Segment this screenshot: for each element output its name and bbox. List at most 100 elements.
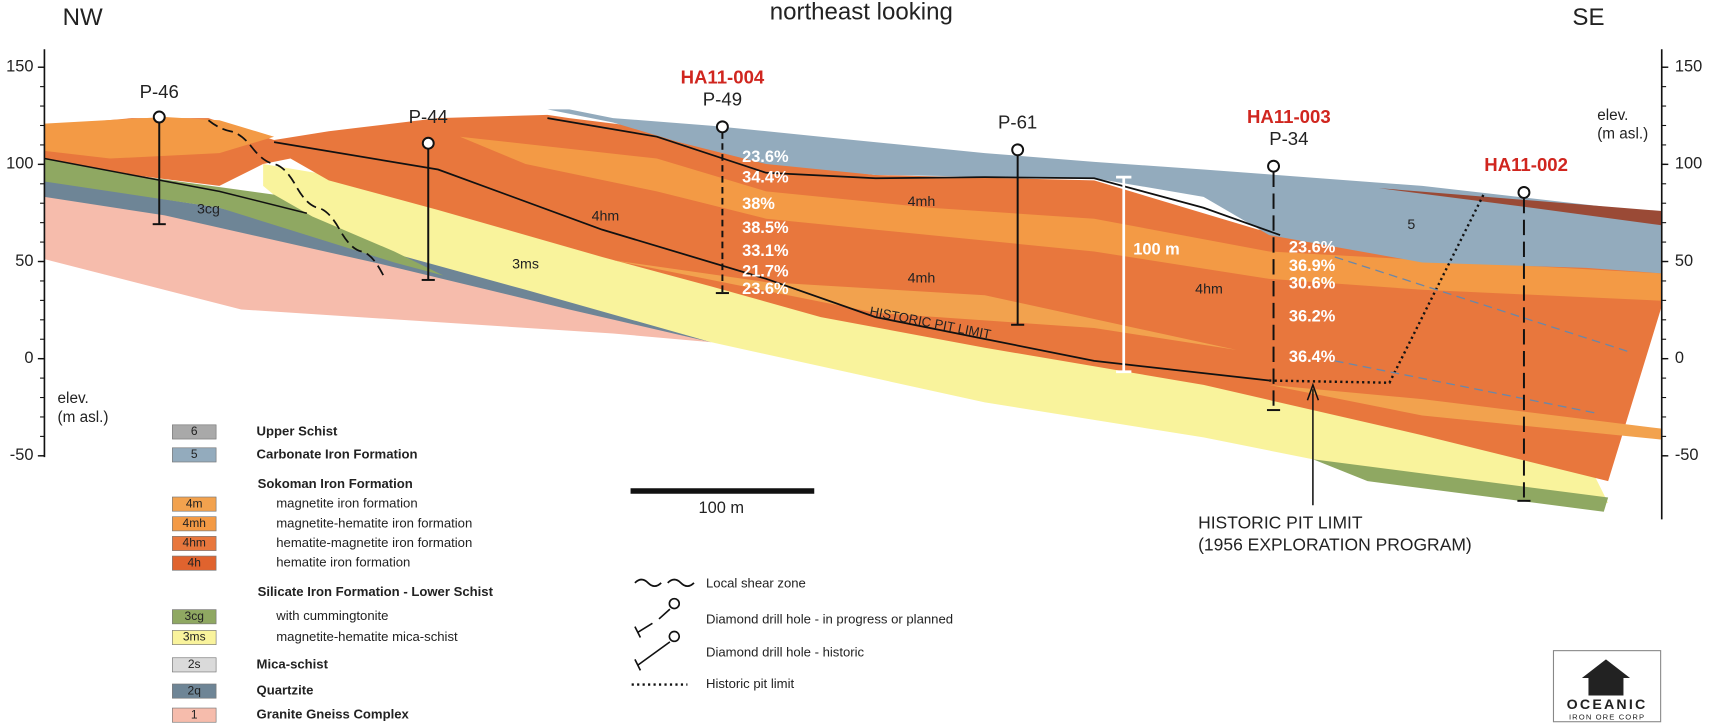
- legend-code: 2q: [188, 683, 201, 697]
- legend-swatch: [172, 536, 217, 551]
- legend-swatch: [172, 424, 217, 440]
- symbol-label: Diamond drill hole - historic: [706, 644, 865, 659]
- unit-label: 4mh: [908, 194, 936, 210]
- sokoman-light: [613, 260, 1237, 350]
- tick-label: -50: [1675, 446, 1699, 464]
- tick-label: 150: [6, 58, 33, 76]
- assay: 36.2%: [1289, 307, 1336, 325]
- projection: [1334, 256, 1631, 414]
- drill-symbol-planned: [668, 597, 681, 610]
- hole-label: P-61: [998, 111, 1037, 132]
- legend-label: hematite-magnetite iron formation: [276, 535, 472, 550]
- assay: 23.6%: [742, 280, 789, 298]
- tick-label: 100: [1675, 155, 1702, 173]
- legend-code: 3cg: [185, 609, 204, 623]
- title: northeast looking: [770, 0, 953, 25]
- drill-collar: [152, 110, 166, 124]
- legend-label: Granite Gneiss Complex: [257, 707, 410, 722]
- symbol-label: Diamond drill hole - in progress or plan…: [706, 611, 953, 626]
- assay: 38.5%: [742, 219, 789, 237]
- legend-label: magnetite-hematite mica-schist: [276, 629, 458, 644]
- tick-label: 150: [1675, 58, 1702, 76]
- axis-label: elev.: [58, 390, 89, 407]
- legend-label: Carbonate Iron Formation: [257, 446, 418, 461]
- axis-label: (m asl.): [1597, 126, 1648, 143]
- pit-note: (1956 EXPLORATION PROGRAM): [1198, 534, 1472, 554]
- legend-code: 5: [191, 447, 198, 461]
- tick-label: 50: [1675, 252, 1693, 270]
- legend-code: 4mh: [183, 516, 206, 530]
- program-label: HA11-003: [1247, 106, 1331, 127]
- legend-label: magnetite-hematite iron formation: [276, 515, 472, 530]
- legend-swatch: [172, 657, 217, 673]
- legend-label: Upper Schist: [257, 423, 338, 438]
- legend-code: 6: [191, 424, 198, 438]
- legend-code: 3ms: [183, 630, 206, 644]
- assay: 23.6%: [742, 148, 789, 166]
- assay: 36.4%: [1289, 348, 1336, 366]
- legend-heading: Silicate Iron Formation - Lower Schist: [258, 584, 494, 599]
- unit-label: 4hm: [1195, 282, 1223, 298]
- thickness-bar: [1116, 175, 1132, 374]
- legend-heading: Sokoman Iron Formation: [258, 476, 413, 491]
- assay: 30.6%: [1289, 275, 1336, 293]
- tick-label: -50: [10, 446, 34, 464]
- program-label: HA11-002: [1484, 154, 1568, 175]
- tick-label: 0: [1675, 349, 1684, 367]
- assay: 34.4%: [742, 169, 789, 187]
- symbol-label: Local shear zone: [706, 575, 806, 590]
- legend-swatch: [172, 496, 217, 512]
- symbol-label: Historic pit limit: [706, 676, 794, 691]
- geology: [44, 109, 1662, 512]
- drill-collar: [1517, 186, 1531, 199]
- cummingtonite: [44, 158, 444, 276]
- drill-collar: [421, 136, 435, 150]
- legend-swatch: [172, 683, 217, 699]
- legend-swatch: [172, 447, 217, 463]
- carbonate: [547, 109, 1662, 274]
- direction-left: NW: [63, 4, 103, 31]
- unit-label: 3ms: [512, 256, 539, 272]
- tick-label: 100: [6, 155, 33, 173]
- logo-sub: IRON ORE CORP: [1569, 712, 1645, 721]
- axis-label: (m asl.): [58, 409, 109, 426]
- legend-label: magnetite iron formation: [276, 496, 417, 511]
- hole-label: P-49: [703, 89, 742, 110]
- unit-label: 3cg: [197, 202, 220, 218]
- pit-line: [273, 141, 1270, 382]
- cummingtonite-lower: [1312, 459, 1609, 512]
- unit-label: 5: [1407, 217, 1415, 233]
- thickness-label: 100 m: [1133, 241, 1179, 259]
- quartzite: [44, 180, 712, 343]
- assay: 38%: [742, 195, 775, 213]
- legend-swatch: [172, 516, 217, 532]
- drill-symbol-historic: [634, 641, 671, 671]
- logo-name: OCEANIC: [1567, 697, 1648, 713]
- unit-label: 4mh: [908, 271, 936, 287]
- legend-label: hematite iron formation: [276, 555, 410, 570]
- assay: 33.1%: [742, 242, 789, 260]
- drill-symbol-planned: [634, 608, 671, 638]
- direction-right: SE: [1572, 4, 1604, 31]
- legend-label: Mica-schist: [257, 656, 329, 671]
- legend-code: 4hm: [183, 536, 206, 550]
- drill-collar: [1267, 159, 1280, 173]
- scale-label: 100 m: [699, 499, 745, 517]
- assay: 36.9%: [1289, 257, 1336, 275]
- legend-code: 2s: [188, 657, 201, 671]
- unit-label: 4hm: [592, 208, 620, 224]
- contact: [547, 117, 1281, 236]
- contact: [44, 157, 308, 214]
- program-label: HA11-004: [681, 67, 765, 88]
- legend-swatch: [172, 609, 217, 625]
- tick-label: 50: [15, 252, 33, 270]
- pit-line-dotted: [1269, 194, 1485, 384]
- drill-collar: [1011, 143, 1025, 157]
- legend-swatch: [172, 707, 217, 723]
- assay: 21.7%: [742, 263, 789, 281]
- legend-swatch: [172, 555, 217, 571]
- sokoman-light: [1269, 384, 1662, 440]
- tick-label: 0: [24, 349, 33, 367]
- legend-code: 4m: [186, 496, 203, 510]
